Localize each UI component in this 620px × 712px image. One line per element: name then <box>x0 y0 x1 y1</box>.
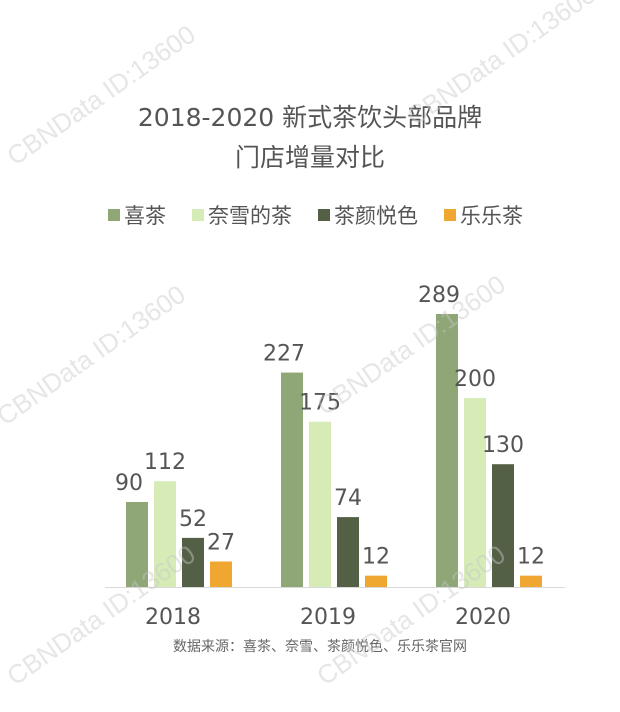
chart-title-line1: 2018-2020 新式茶饮头部品牌 <box>137 103 483 132</box>
bar <box>210 561 232 587</box>
bar <box>436 314 458 587</box>
legend-item: 奈雪的茶 <box>192 200 292 230</box>
bar <box>309 421 331 587</box>
x-tick-label: 2020 <box>455 605 511 630</box>
bar <box>337 517 359 587</box>
data-label: 130 <box>482 433 524 458</box>
bar <box>520 575 542 587</box>
data-label: 200 <box>454 367 496 392</box>
legend-item: 喜茶 <box>108 200 166 230</box>
chart-title-line2: 门店增量对比 <box>234 143 385 172</box>
legend-label: 奈雪的茶 <box>208 204 292 228</box>
data-label: 27 <box>207 530 235 555</box>
data-label: 227 <box>263 342 305 367</box>
legend-label: 喜茶 <box>124 204 166 228</box>
bar <box>154 481 176 587</box>
data-label: 90 <box>115 471 143 496</box>
data-label: 12 <box>517 545 545 570</box>
legend-label: 乐乐茶 <box>460 204 523 228</box>
legend-label: 茶颜悦色 <box>334 204 418 228</box>
legend: 喜茶 奈雪的茶 茶颜悦色 乐乐茶 <box>108 200 523 230</box>
legend-item: 乐乐茶 <box>444 200 523 230</box>
data-label: 74 <box>334 486 362 511</box>
source-note: 数据来源：喜茶、奈雪、茶颜悦色、乐乐茶官网 <box>173 639 467 655</box>
legend-swatch <box>318 209 330 221</box>
bar <box>281 372 303 587</box>
x-tick-label: 2019 <box>300 605 356 630</box>
data-label: 12 <box>362 545 390 570</box>
bar <box>126 501 148 587</box>
bar <box>492 464 514 587</box>
data-label: 175 <box>299 391 341 416</box>
data-label: 289 <box>418 283 460 308</box>
legend-item: 茶颜悦色 <box>318 200 418 230</box>
legend-swatch <box>444 209 456 221</box>
data-label: 112 <box>144 450 186 475</box>
bar <box>365 575 387 587</box>
legend-swatch <box>192 209 204 221</box>
bar <box>182 537 204 587</box>
bar <box>464 398 486 587</box>
x-tick-label: 2018 <box>145 605 201 630</box>
legend-swatch <box>108 209 120 221</box>
data-label: 52 <box>179 507 207 532</box>
